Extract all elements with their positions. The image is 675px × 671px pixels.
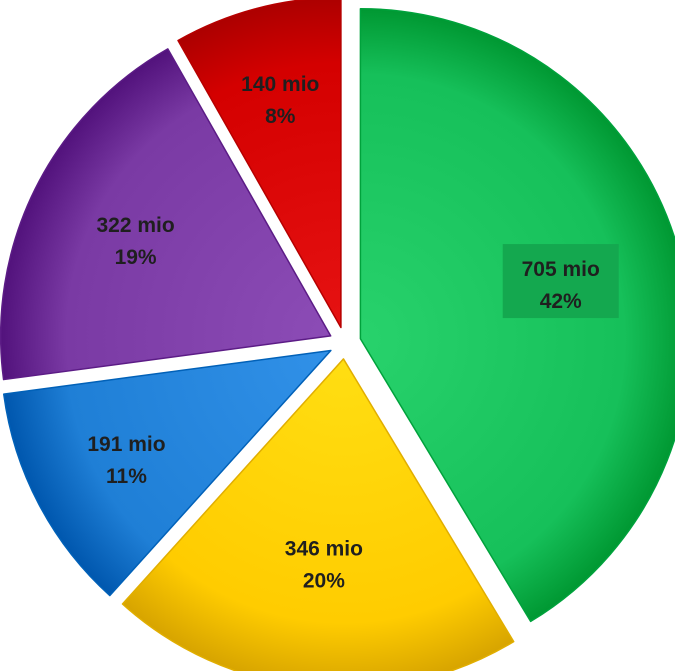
slice-label-1: 346 mio 20% bbox=[285, 538, 363, 593]
slice-percent-label: 11% bbox=[106, 465, 147, 488]
slice-label-4: 140 mio 8% bbox=[241, 73, 319, 128]
slice-percent-label: 8% bbox=[265, 105, 296, 128]
slice-percent-label: 20% bbox=[303, 570, 345, 593]
pie-slice-191-mio bbox=[2, 349, 332, 597]
slice-value-label: 705 mio bbox=[522, 258, 600, 281]
slice-percent-label: 42% bbox=[540, 290, 582, 313]
slice-value-label: 191 mio bbox=[87, 433, 165, 456]
pie-slice-346-mio bbox=[121, 358, 515, 671]
slice-value-label: 140 mio bbox=[241, 73, 319, 96]
pie-slice-322-mio bbox=[0, 48, 332, 381]
pie-labels: 705 mio 42% 346 mio 20% 191 mio 11% 322 mio 19%… bbox=[87, 73, 619, 593]
slice-label-2: 191 mio 11% bbox=[87, 433, 165, 488]
slice-label-3: 322 mio 19% bbox=[96, 214, 174, 269]
slice-label-0: 705 mio 42% bbox=[502, 244, 619, 319]
slice-value-label: 322 mio bbox=[96, 214, 174, 237]
slice-percent-label: 19% bbox=[115, 246, 157, 269]
slice-value-label: 346 mio bbox=[285, 538, 363, 561]
slice-label-background bbox=[502, 244, 619, 319]
pie-slice-140-mio bbox=[177, 0, 342, 329]
